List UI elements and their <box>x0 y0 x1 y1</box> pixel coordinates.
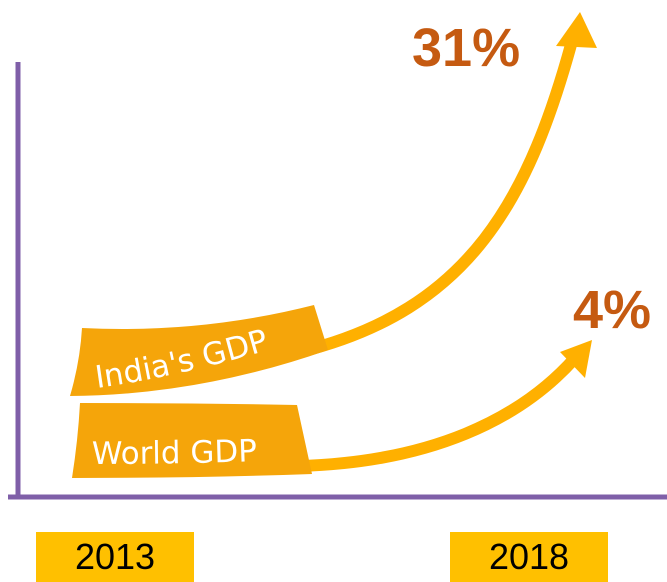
india-gdp-arrowhead <box>556 12 597 48</box>
india-gdp-percent-label: 31% <box>412 18 520 78</box>
world-gdp-curve <box>300 358 575 466</box>
world-gdp-label: World GDP <box>92 433 258 472</box>
india-gdp-curve <box>300 30 575 352</box>
x-tick-label-start: 2013 <box>36 532 194 582</box>
x-tick-label-end: 2018 <box>450 532 608 582</box>
world-gdp-percent-label: 4% <box>573 280 651 340</box>
